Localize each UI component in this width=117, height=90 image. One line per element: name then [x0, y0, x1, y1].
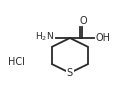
Text: H$_2$N: H$_2$N: [35, 31, 54, 43]
Text: O: O: [79, 16, 87, 26]
Text: HCl: HCl: [8, 57, 25, 67]
Text: OH: OH: [95, 33, 110, 43]
Text: S: S: [67, 68, 73, 78]
